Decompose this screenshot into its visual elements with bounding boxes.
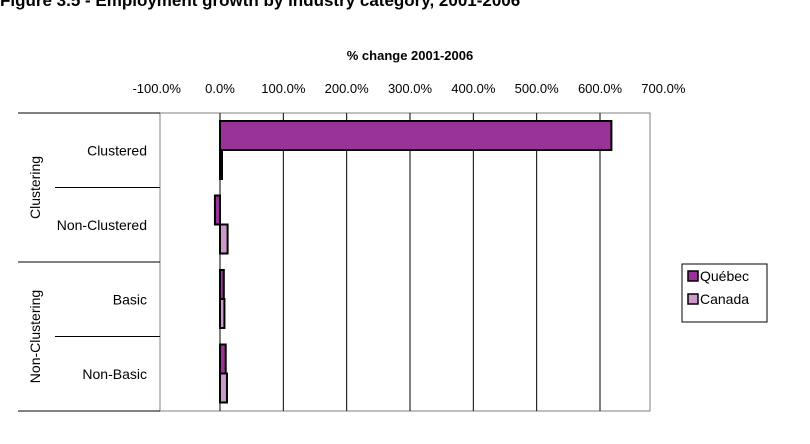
x-tick-label: 0.0% — [205, 81, 235, 96]
bar-canada-clustered — [219, 149, 223, 180]
legend-swatch — [687, 293, 699, 305]
bar-qubec-clustered — [219, 120, 613, 151]
plot-area — [159, 112, 651, 412]
bar-canada-nonbasic — [219, 372, 228, 404]
bar-qubec-nonclustered — [213, 194, 222, 226]
x-tick-label: 200.0% — [325, 81, 370, 96]
category-label: Non-Basic — [82, 366, 147, 382]
bar-canada-nonclustered — [219, 223, 229, 255]
x-tick-label: 300.0% — [388, 81, 433, 96]
x-tick-label: 600.0% — [578, 81, 623, 96]
x-tick-labels: -100.0% 0.0% 100.0% 200.0% 300.0% 400.0% 500.0… — [132, 81, 685, 96]
x-tick-label: 400.0% — [451, 81, 496, 96]
x-axis-title: % change 2001-2006 — [347, 48, 473, 63]
figure-title: Figure 3.5 - Employment growth by indust… — [0, 0, 521, 10]
bar-qubec-nonbasic — [219, 343, 227, 375]
category-label: Non-Clustered — [57, 217, 147, 233]
legend: Québec Canada — [681, 263, 768, 323]
legend-swatch — [687, 270, 699, 282]
category-label: Clustered — [87, 142, 147, 158]
x-tick-label: 500.0% — [515, 81, 560, 96]
legend-label: Québec — [700, 268, 749, 284]
category-label: Basic — [113, 291, 147, 307]
x-tick-label: 700.0% — [641, 81, 686, 96]
legend-label: Canada — [700, 291, 749, 307]
bar-canada-basic — [219, 298, 226, 329]
group-label: Clustering — [27, 156, 43, 219]
bar-qubec-basic — [219, 269, 225, 300]
category-axis: Clustered Non-Clustered Basic Non-Basic Clus… — [18, 112, 160, 412]
x-tick-label: 100.0% — [261, 81, 306, 96]
bars — [213, 120, 613, 404]
group-label: Non-Clustering — [27, 290, 43, 383]
x-tick-label: -100.0% — [132, 81, 181, 96]
